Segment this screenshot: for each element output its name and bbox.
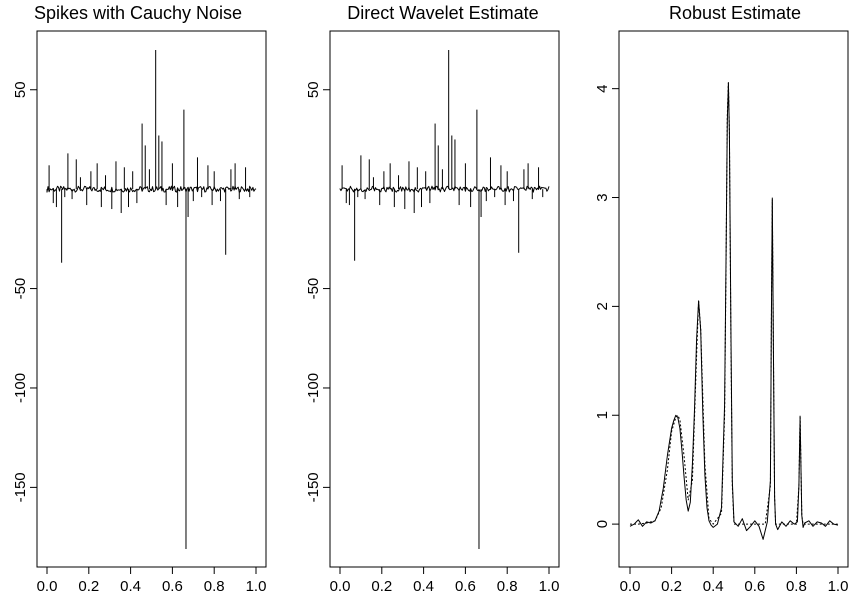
x-tick-label: 0.0 (620, 578, 641, 595)
y-tick-label: 4 (594, 84, 611, 92)
plot-marks: 0.0 0.2 0.4 0.6 0.8 1.0 50 -50 -100 -150 (12, 49, 267, 595)
baseline-trace (339, 185, 550, 193)
baseline-trace (46, 185, 257, 193)
panel-spikes-with-cauchy-noise: Spikes with Cauchy Noise 0.0 0.2 0.4 0.6 0.8… (12, 3, 267, 595)
x-tick-label: 0.2 (78, 578, 99, 595)
y-tick-label: 3 (594, 193, 611, 201)
plot-marks: 0.0 0.2 0.4 0.6 0.8 1.0 0 1 2 3 4 (594, 82, 848, 595)
x-tick-label: 0.6 (162, 578, 183, 595)
plot-marks: 0.0 0.2 0.4 0.6 0.8 1.0 50 -50 -100 -150 (305, 49, 560, 595)
x-tick-label: 1.0 (828, 578, 849, 595)
x-tick-label: 0.4 (413, 578, 434, 595)
panel-title: Direct Wavelet Estimate (347, 3, 538, 23)
y-tick-label: -150 (12, 472, 29, 502)
x-tick-label: 0.4 (703, 578, 724, 595)
x-tick-label: 0.6 (744, 578, 765, 595)
x-tick-label: 1.0 (246, 578, 267, 595)
x-tick-label: 0.6 (455, 578, 476, 595)
x-tick-label: 0.4 (120, 578, 141, 595)
y-tick-label: -150 (305, 472, 322, 502)
y-tick-label: -50 (12, 278, 29, 300)
x-tick-label: 0.2 (661, 578, 682, 595)
y-tick-label: -100 (12, 373, 29, 403)
x-tick-label: 0.8 (497, 578, 518, 595)
plot-frame (618, 30, 849, 568)
x-tick-label: 0.0 (37, 578, 58, 595)
y-tick-label: -100 (305, 373, 322, 403)
y-tick-label: 50 (305, 81, 322, 98)
series-line-solid (629, 82, 839, 540)
series-line-dotted (630, 82, 838, 525)
y-tick-label: -50 (305, 278, 322, 300)
y-tick-label: 2 (594, 302, 611, 310)
panel-title: Spikes with Cauchy Noise (34, 3, 242, 23)
x-tick-label: 1.0 (539, 578, 560, 595)
plot-frame (329, 30, 560, 568)
y-tick-label: 1 (594, 411, 611, 419)
y-tick-label: 0 (594, 520, 611, 528)
panel-robust-estimate: Robust Estimate 0.0 0.2 0.4 0.6 0.8 1.0 0 1 2 3 4 (594, 3, 849, 595)
x-tick-label: 0.2 (371, 578, 392, 595)
x-tick-label: 0.0 (330, 578, 351, 595)
x-tick-label: 0.8 (786, 578, 807, 595)
plot-frame (36, 30, 267, 568)
panel-direct-wavelet-estimate: Direct Wavelet Estimate 0.0 0.2 0.4 0.6 0.8 1… (305, 3, 560, 595)
x-tick-label: 0.8 (204, 578, 225, 595)
panel-title: Robust Estimate (669, 3, 801, 23)
y-tick-label: 50 (12, 81, 29, 98)
